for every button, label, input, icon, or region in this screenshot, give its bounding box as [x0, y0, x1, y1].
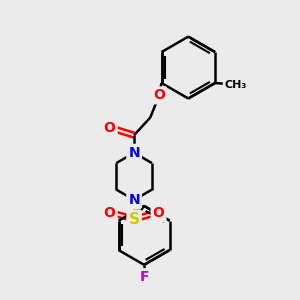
Text: N: N	[128, 193, 140, 207]
Text: CH₃: CH₃	[224, 80, 247, 90]
Text: N: N	[128, 146, 140, 160]
Text: O: O	[153, 88, 165, 102]
Text: S: S	[129, 212, 140, 226]
Text: O: O	[153, 206, 164, 220]
Text: O: O	[104, 121, 116, 135]
Text: O: O	[104, 206, 116, 220]
Text: F: F	[140, 270, 149, 284]
